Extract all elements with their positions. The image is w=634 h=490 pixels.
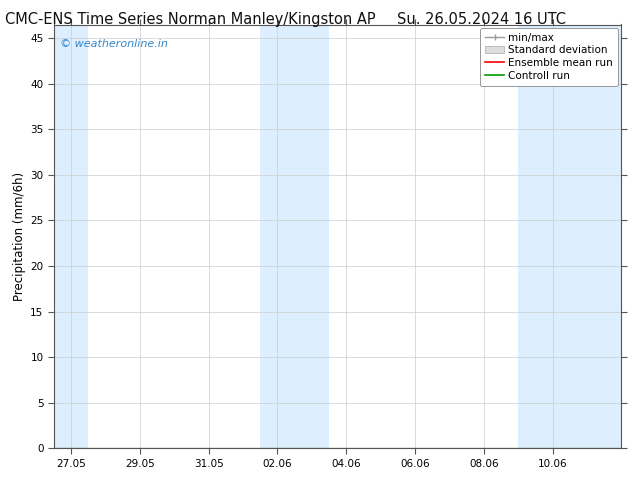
Y-axis label: Precipitation (mm/6h): Precipitation (mm/6h) (13, 172, 26, 301)
Bar (260, 24, 329, 448)
Bar (54, 24, 88, 448)
Text: © weatheronline.in: © weatheronline.in (60, 39, 167, 49)
Legend: min/max, Standard deviation, Ensemble mean run, Controll run: min/max, Standard deviation, Ensemble me… (480, 27, 618, 86)
Bar (518, 24, 621, 448)
Text: CMC-ENS Time Series Norman Manley/Kingston AP: CMC-ENS Time Series Norman Manley/Kingst… (5, 12, 375, 27)
Text: Su. 26.05.2024 16 UTC: Su. 26.05.2024 16 UTC (398, 12, 566, 27)
